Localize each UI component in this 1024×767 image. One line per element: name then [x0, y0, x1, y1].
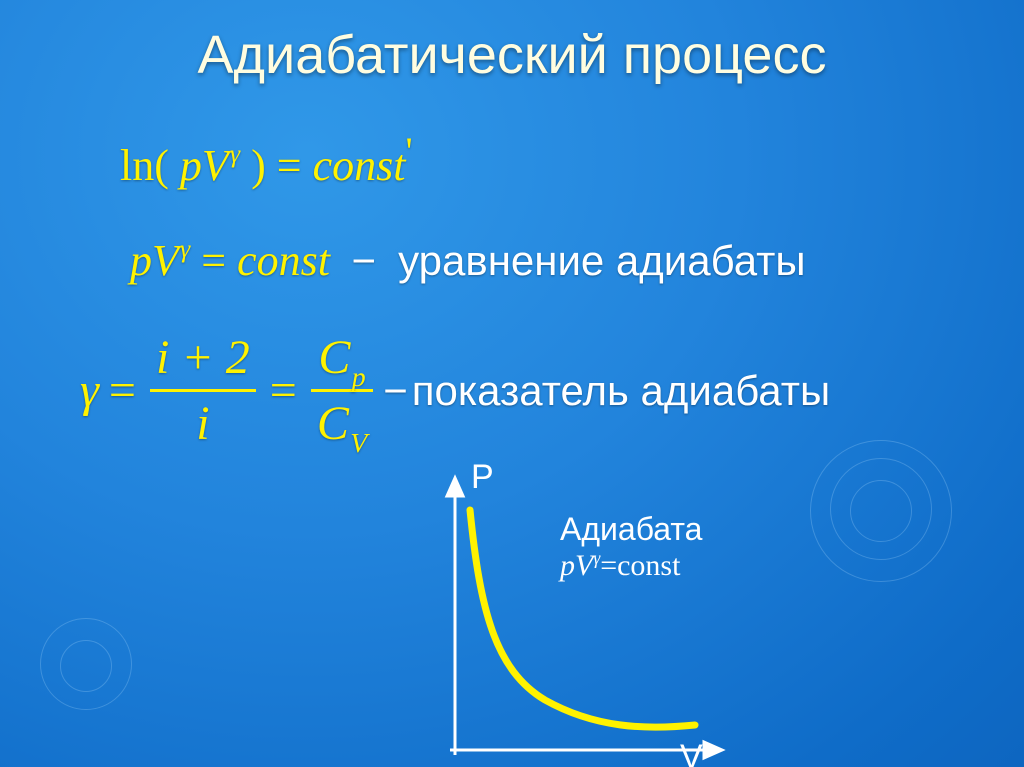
ripple-circle	[40, 618, 132, 710]
equation-1: ln( pVγ ) = const'	[120, 140, 413, 191]
equation-2: pVγ = const − уравнение адиабаты	[130, 235, 806, 286]
eq3-frac1-den: i	[190, 396, 215, 451]
ripple-circle	[60, 640, 112, 692]
eq3-gamma: γ	[80, 363, 99, 418]
eq3-eq2: =	[270, 363, 297, 418]
eq1-paren-eq: ) =	[251, 141, 312, 190]
eq2-pv: pV	[130, 236, 179, 285]
ripple-circle	[810, 440, 952, 582]
equation-3: γ = i + 2 i = Cp CV − показатель адиабат…	[80, 330, 830, 451]
curve-eq-const: =const	[600, 549, 680, 582]
eq3-frac1-num: i + 2	[150, 330, 256, 385]
eq1-prime: '	[405, 129, 412, 173]
x-axis-label: V	[680, 738, 703, 767]
eq3-frac2-den: CV	[311, 396, 373, 451]
adiabat-graph: P V Адиабата pVγ=const	[385, 470, 785, 767]
eq2-eq: =	[201, 236, 237, 285]
eq1-pv: pV	[180, 141, 229, 190]
eq3-cv-v: V	[350, 428, 367, 459]
eq3-frac1: i + 2 i	[150, 330, 256, 451]
ripple-circle	[830, 458, 932, 560]
eq3-cv-c: C	[317, 397, 349, 450]
curve-eq-pv: pV	[560, 549, 593, 582]
eq3-frac2: Cp CV	[311, 330, 373, 451]
eq2-gamma: γ	[180, 234, 190, 263]
curve-eq-gamma: γ	[593, 548, 600, 568]
eq2-dash: −	[351, 237, 387, 284]
eq2-const: const	[237, 236, 330, 285]
eq3-dash: −	[383, 367, 408, 415]
eq1-gamma: γ	[230, 139, 240, 168]
slide: Адиабатический процесс ln( pVγ ) = const…	[0, 0, 1024, 767]
eq3-eq1: =	[109, 363, 136, 418]
fraction-bar	[150, 389, 256, 392]
y-axis-label: P	[471, 458, 494, 497]
eq2-desc: уравнение адиабаты	[398, 237, 805, 284]
curve-label: Адиабата pVγ=const	[560, 510, 702, 584]
eq3-desc: показатель адиабаты	[412, 367, 830, 415]
curve-title: Адиабата	[560, 510, 702, 548]
eq3-frac2-num: Cp	[312, 330, 371, 385]
eq1-const: const	[313, 141, 406, 190]
eq3-cp-p: p	[352, 362, 366, 393]
eq3-cp-c: C	[318, 331, 350, 384]
slide-title: Адиабатический процесс	[0, 24, 1024, 86]
ripple-circle	[850, 480, 912, 542]
curve-equation: pVγ=const	[560, 548, 702, 584]
eq1-ln: ln(	[120, 141, 169, 190]
